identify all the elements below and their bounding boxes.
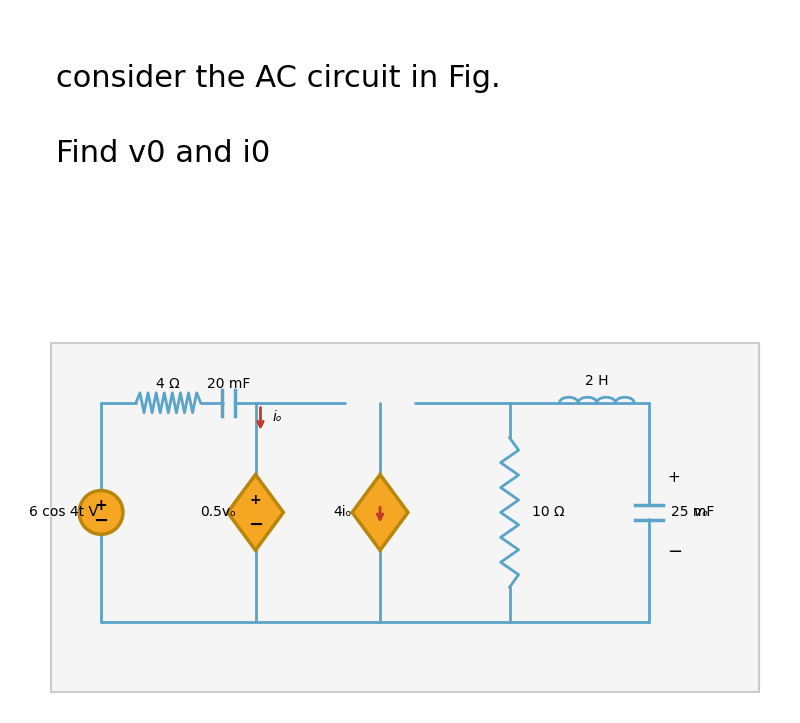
Text: −: − — [248, 516, 263, 534]
Text: consider the AC circuit in Fig.: consider the AC circuit in Fig. — [56, 64, 501, 93]
Text: vₒ: vₒ — [694, 505, 708, 519]
Text: +: + — [667, 470, 680, 485]
Polygon shape — [352, 474, 408, 550]
Text: 0.5vₒ: 0.5vₒ — [200, 505, 235, 519]
Text: Find v0 and i0: Find v0 and i0 — [56, 139, 270, 168]
Text: 4 Ω: 4 Ω — [156, 377, 180, 391]
FancyBboxPatch shape — [51, 343, 758, 692]
Text: +: + — [94, 498, 107, 513]
Text: iₒ: iₒ — [273, 410, 282, 424]
Circle shape — [79, 490, 123, 534]
Text: 20 mF: 20 mF — [207, 377, 250, 391]
Text: 4iₒ: 4iₒ — [333, 505, 351, 519]
Text: 25 mF: 25 mF — [671, 505, 714, 519]
Text: −: − — [94, 513, 109, 531]
Text: 2 H: 2 H — [585, 374, 609, 388]
Text: 6 cos 4t V: 6 cos 4t V — [29, 505, 98, 519]
Text: 10 Ω: 10 Ω — [531, 505, 564, 519]
Text: +: + — [250, 494, 262, 508]
Polygon shape — [228, 474, 283, 550]
Text: −: − — [667, 543, 682, 561]
